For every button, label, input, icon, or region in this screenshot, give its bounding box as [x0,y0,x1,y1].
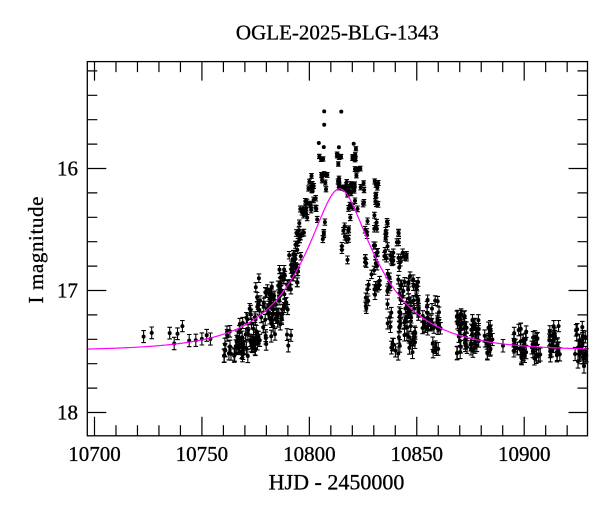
svg-text:10900: 10900 [498,442,551,466]
svg-text:OGLE-2025-BLG-1343: OGLE-2025-BLG-1343 [236,20,439,44]
svg-text:10850: 10850 [391,442,444,466]
svg-text:16: 16 [57,157,78,181]
svg-text:10800: 10800 [283,442,336,466]
svg-text:10750: 10750 [176,442,229,466]
svg-text:17: 17 [57,279,78,303]
svg-text:10700: 10700 [68,442,121,466]
svg-text:HJD - 2450000: HJD - 2450000 [269,469,405,494]
svg-text:18: 18 [57,401,78,425]
svg-text:I magnitude: I magnitude [24,196,48,304]
